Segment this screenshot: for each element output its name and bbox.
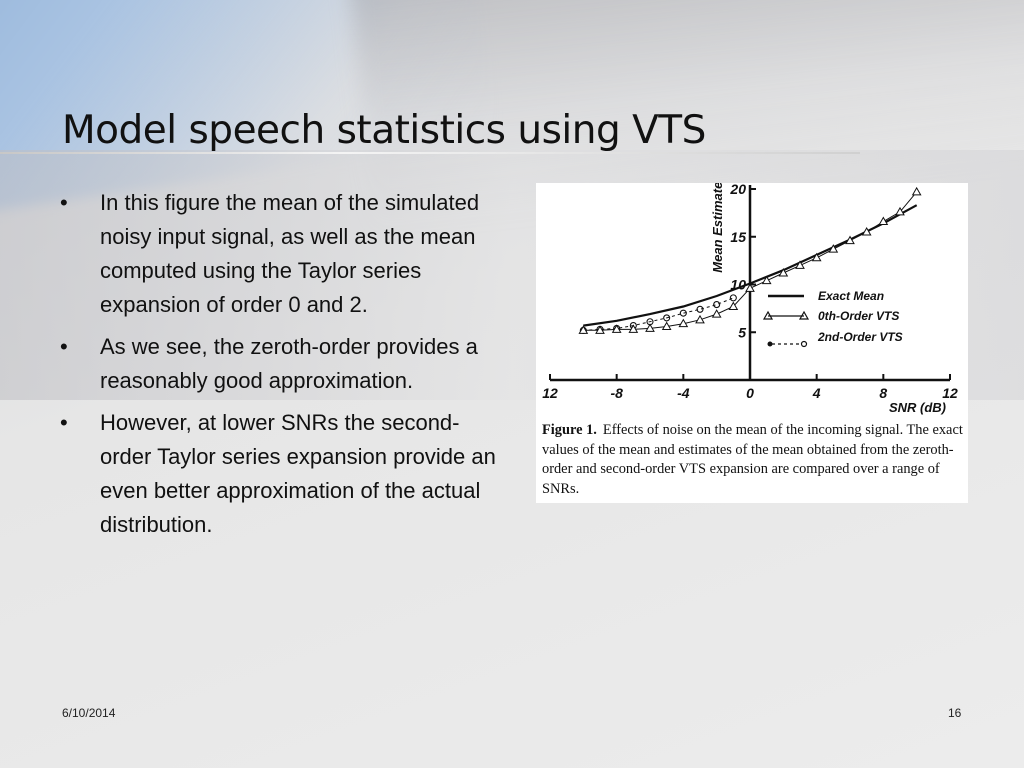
bullet-item: • In this figure the mean of the simulat… [60, 186, 510, 322]
bullet-list: • In this figure the mean of the simulat… [60, 186, 510, 550]
data-point-0th-order [778, 268, 789, 277]
legend-label-2nd-order: 2nd-Order VTS [817, 330, 903, 344]
legend-circle-marker [800, 340, 808, 348]
data-point-2nd-order [696, 305, 704, 313]
caption-label: Figure 1. [542, 422, 597, 438]
legend-label-0th-order: 0th-Order VTS [818, 309, 899, 323]
data-point-0th-order [845, 235, 855, 245]
figure: Mean Estimate SNR (dB) 12 -8 -4 0 4 8 12 5 10 15 2… [536, 183, 968, 503]
data-point-0th-order [828, 244, 839, 253]
x-tick-label: 4 [812, 385, 821, 401]
figure-caption: Figure 1. Effects of noise on the mean of… [542, 421, 966, 499]
data-point-0th-order [795, 260, 805, 269]
data-point-0th-order [861, 226, 872, 236]
data-point-0th-order [911, 186, 922, 196]
page-number: 16 [948, 706, 962, 720]
data-point-0th-order [695, 314, 705, 324]
series-group [578, 186, 922, 334]
bullet-text: However, at lower SNRs the second-order … [100, 410, 496, 537]
data-point-2nd-order [679, 309, 687, 317]
y-tick-label: 15 [730, 229, 746, 245]
x-tick-label: -8 [610, 385, 623, 401]
legend-triangle-marker [798, 310, 810, 320]
data-point-2nd-order [663, 314, 671, 322]
y-tick-label: 5 [738, 324, 746, 340]
bullet-marker: • [60, 410, 68, 435]
legend-circle-marker [767, 341, 773, 347]
bullet-item: • As we see, the zeroth-order provides a… [60, 330, 510, 398]
footer-date: 6/10/2014 [62, 706, 116, 720]
data-point-0th-order [711, 309, 722, 318]
chart: Mean Estimate SNR (dB) 12 -8 -4 0 4 8 12510152… [542, 183, 958, 415]
caption-text: Effects of noise on the mean of the inco… [542, 422, 963, 497]
legend-label-exact-mean: Exact Mean [818, 289, 884, 303]
x-tick-label: 8 [879, 385, 887, 401]
slide-title: Model speech statistics using VTS [62, 108, 706, 153]
data-point-0th-order [811, 252, 822, 262]
data-point-0th-order [895, 206, 905, 216]
data-point-2nd-order [713, 301, 721, 309]
bullet-marker: • [60, 190, 68, 215]
data-point-0th-order [761, 275, 772, 285]
bullet-marker: • [60, 334, 68, 359]
data-point-0th-order [678, 318, 689, 328]
y-axis-label: Mean Estimate [710, 183, 725, 273]
legend: Exact Mean 0th-Order VTS 2nd-Order VTS [762, 289, 903, 348]
data-point-0th-order [595, 325, 605, 334]
bullet-text: In this figure the mean of the simulated… [100, 190, 480, 317]
data-point-0th-order [628, 324, 639, 333]
title-divider [0, 152, 860, 154]
bullet-item: • However, at lower SNRs the second-orde… [60, 406, 510, 542]
data-point-2nd-order [729, 294, 737, 302]
data-point-0th-order [661, 321, 672, 331]
y-tick-label: 20 [729, 183, 746, 197]
data-point-0th-order [878, 216, 889, 225]
x-tick-label: -4 [677, 385, 690, 401]
x-tick-label: 12 [942, 385, 958, 401]
data-point-0th-order [611, 324, 622, 333]
data-point-0th-order [645, 323, 655, 332]
data-point-0th-order [728, 301, 739, 310]
x-tick-label: 0 [746, 385, 754, 401]
bullet-text: As we see, the zeroth-order provides a r… [100, 334, 478, 393]
data-point-0th-order [578, 325, 589, 334]
x-tick-label: 12 [542, 385, 558, 401]
legend-triangle-marker [762, 310, 774, 320]
series-line-2nd-order [583, 297, 734, 331]
data-point-0th-order [745, 283, 755, 292]
x-axis-label: SNR (dB) [889, 400, 946, 415]
